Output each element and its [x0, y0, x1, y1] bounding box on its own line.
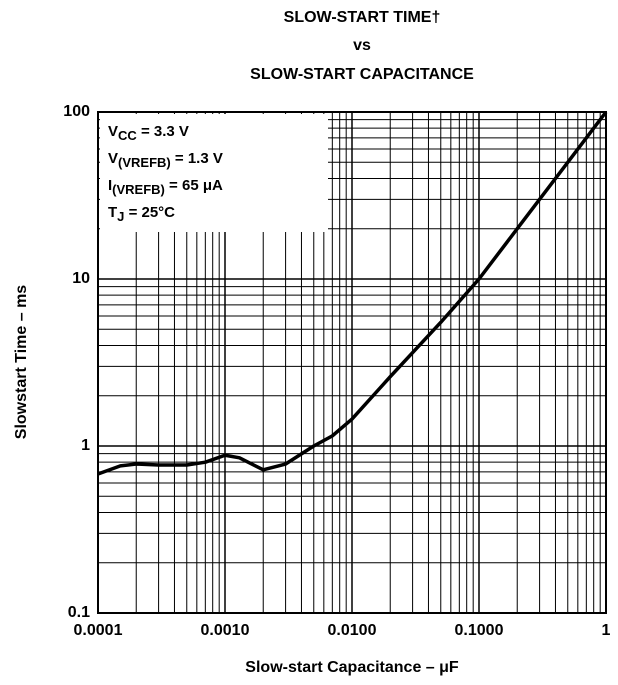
y-tick-label: 10 [72, 270, 90, 287]
annotation-sub: CC [118, 128, 137, 143]
annotation-part: = 25°C [124, 204, 175, 221]
annotation-part: I [108, 177, 112, 194]
chart-title: SLOW-START CAPACITANCE [250, 66, 474, 83]
x-tick-label: 0.0010 [201, 622, 250, 639]
annotation-part: = 1.3 V [171, 150, 223, 167]
annotation: V(VREFB) = 1.3 V [108, 150, 223, 170]
annotation: I(VREFB) = 65 μA [108, 177, 223, 197]
annotation-box [100, 114, 328, 232]
y-tick-label: 100 [63, 103, 90, 120]
y-tick-label: 0.1 [68, 604, 90, 621]
annotation-part: V [108, 150, 118, 167]
annotation-part: = 65 μA [165, 177, 223, 194]
annotation-sub: (VREFB) [118, 155, 171, 170]
annotation-part: = 3.3 V [137, 123, 189, 140]
data-line [97, 110, 608, 476]
y-axis-label: Slowstart Time – ms [13, 285, 30, 440]
annotation-part: T [108, 204, 117, 221]
annotation-sub: J [117, 209, 124, 224]
x-axis-label: Slow-start Capacitance – μF [245, 659, 459, 676]
x-tick-label: 0.0001 [74, 622, 123, 639]
annotation-part: V [108, 123, 118, 140]
x-tick-label: 1 [602, 622, 611, 639]
x-tick-label: 0.1000 [455, 622, 504, 639]
chart-title: vs [353, 37, 371, 54]
annotation-sub: (VREFB) [112, 182, 165, 197]
y-tick-label: 1 [81, 437, 90, 454]
chart-title: SLOW-START TIME† [284, 9, 441, 26]
annotation: VCC = 3.3 V [108, 123, 189, 143]
plot-frame [97, 111, 607, 614]
x-tick-label: 0.0100 [328, 622, 377, 639]
annotation: TJ = 25°C [108, 204, 175, 224]
